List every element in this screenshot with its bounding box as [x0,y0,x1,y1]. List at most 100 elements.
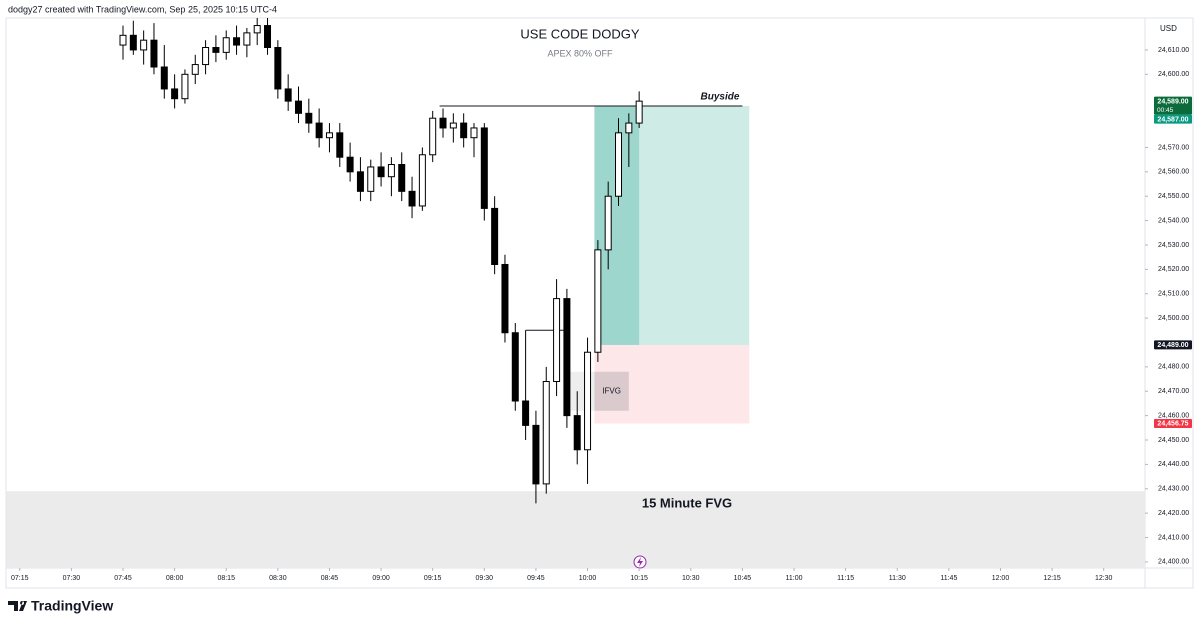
y-tick-label: 24,430.00 [1158,486,1189,493]
chart-subtitle: APEX 80% OFF [547,48,613,58]
candle-body [584,351,592,451]
candle-body [398,164,406,192]
candle-body [294,100,302,114]
candle-body [129,34,137,51]
candle-body [181,73,189,100]
y-tick-label: 24,470.00 [1158,388,1189,395]
candle-body [212,46,220,53]
x-tick-label: 09:30 [476,575,494,582]
candle-body [594,249,602,353]
y-tick-label: 24,410.00 [1158,534,1189,541]
stop-zone [594,344,750,424]
candle-body [511,332,519,402]
x-tick-label: 07:30 [63,575,81,582]
candle-body [501,263,509,334]
candle-body [532,424,540,485]
x-tick-label: 08:15 [217,575,235,582]
y-tick-label: 24,530.00 [1158,242,1189,249]
y-tick-label: 24,420.00 [1158,510,1189,517]
price-label: 24,589.00 [1157,98,1188,105]
candle-body [140,39,148,51]
y-tick-label: 24,460.00 [1158,412,1189,419]
x-tick-label: 12:30 [1095,575,1113,582]
x-tick-label: 10:30 [682,575,700,582]
candle-body [150,39,158,68]
candle-body [553,298,561,382]
x-tick-label: 12:15 [1043,575,1061,582]
fvg-zone [6,491,1145,568]
candle-body [470,127,478,139]
price-label-box [1154,114,1192,124]
x-tick-label: 09:15 [424,575,442,582]
candle-body [408,190,416,207]
x-tick-label: 08:30 [269,575,287,582]
candle-body [604,195,612,251]
event-icon-bolt [637,557,643,567]
y-tick-label: 24,600.00 [1158,71,1189,78]
y-tick-label: 24,440.00 [1158,461,1189,468]
frame [5,17,1194,589]
candle-body [522,400,530,426]
x-tick-label: 11:00 [786,575,803,582]
buyside-label: Buyside [700,92,739,103]
candle-body [305,112,313,124]
candle-body [387,164,395,178]
candle-body [336,132,344,158]
x-tick-label: 07:45 [114,575,132,582]
x-tick-label: 11:15 [837,575,854,582]
x-tick-label: 10:00 [579,575,597,582]
candle-body [191,64,199,75]
x-tick-label: 10:45 [734,575,752,582]
footer-brand: TradingView [31,598,113,614]
logo [8,601,27,611]
y-tick-label: 24,510.00 [1158,291,1189,298]
candle-body [202,46,210,66]
candle-body [315,122,323,139]
y-tick-label: 24,400.00 [1158,559,1189,566]
y-tick-label: 24,480.00 [1158,364,1189,371]
candle-body [119,34,127,46]
candle-body [171,88,179,100]
header: dodgy27 created with TradingView.com, Se… [8,4,277,14]
candle-body [274,46,282,90]
y-tick-label: 24,610.00 [1158,47,1189,54]
x-tick-label: 08:00 [166,575,184,582]
y-tick-label: 24,550.00 [1158,193,1189,200]
plot: 15 Minute FVG IFVG Buyside [6,18,1145,568]
candle-body [615,132,623,197]
x-tick-label: 08:45 [321,575,339,582]
candle-body [264,25,272,48]
candle-body [449,122,457,129]
x-tick-label: 09:45 [527,575,545,582]
candle-body [635,100,643,124]
candle-body [542,380,550,485]
candle-body [439,117,447,129]
candle-body [160,66,168,90]
y-tick-label: 24,520.00 [1158,266,1189,273]
x-tick-label: 07:15 [11,575,29,582]
x-tick-label: 11:30 [889,575,906,582]
price-label: 24,489.00 [1157,342,1188,349]
price-label-box [1154,419,1192,429]
ifvg-box-inner [594,371,629,411]
candle-body [367,166,375,192]
candle-body [563,298,571,417]
candle-body [243,32,251,46]
x-tick-label: 10:15 [630,575,648,582]
y-tick-label: 24,500.00 [1158,315,1189,322]
candle-body [253,25,261,34]
fvg-label: 15 Minute FVG [642,496,732,511]
price-label: 24,456.75 [1157,421,1188,428]
candle-body [377,166,385,178]
x-tick-label: 12:00 [992,575,1010,582]
candle-body [460,122,468,139]
candle-body [429,117,437,156]
candle-body [356,171,364,192]
x-tick-label: 11:45 [940,575,957,582]
chart-title: USE CODE DODGY [520,26,640,41]
candle-body [573,415,581,451]
price-label: 24,587.00 [1157,116,1188,123]
price-label-box [1154,96,1192,115]
